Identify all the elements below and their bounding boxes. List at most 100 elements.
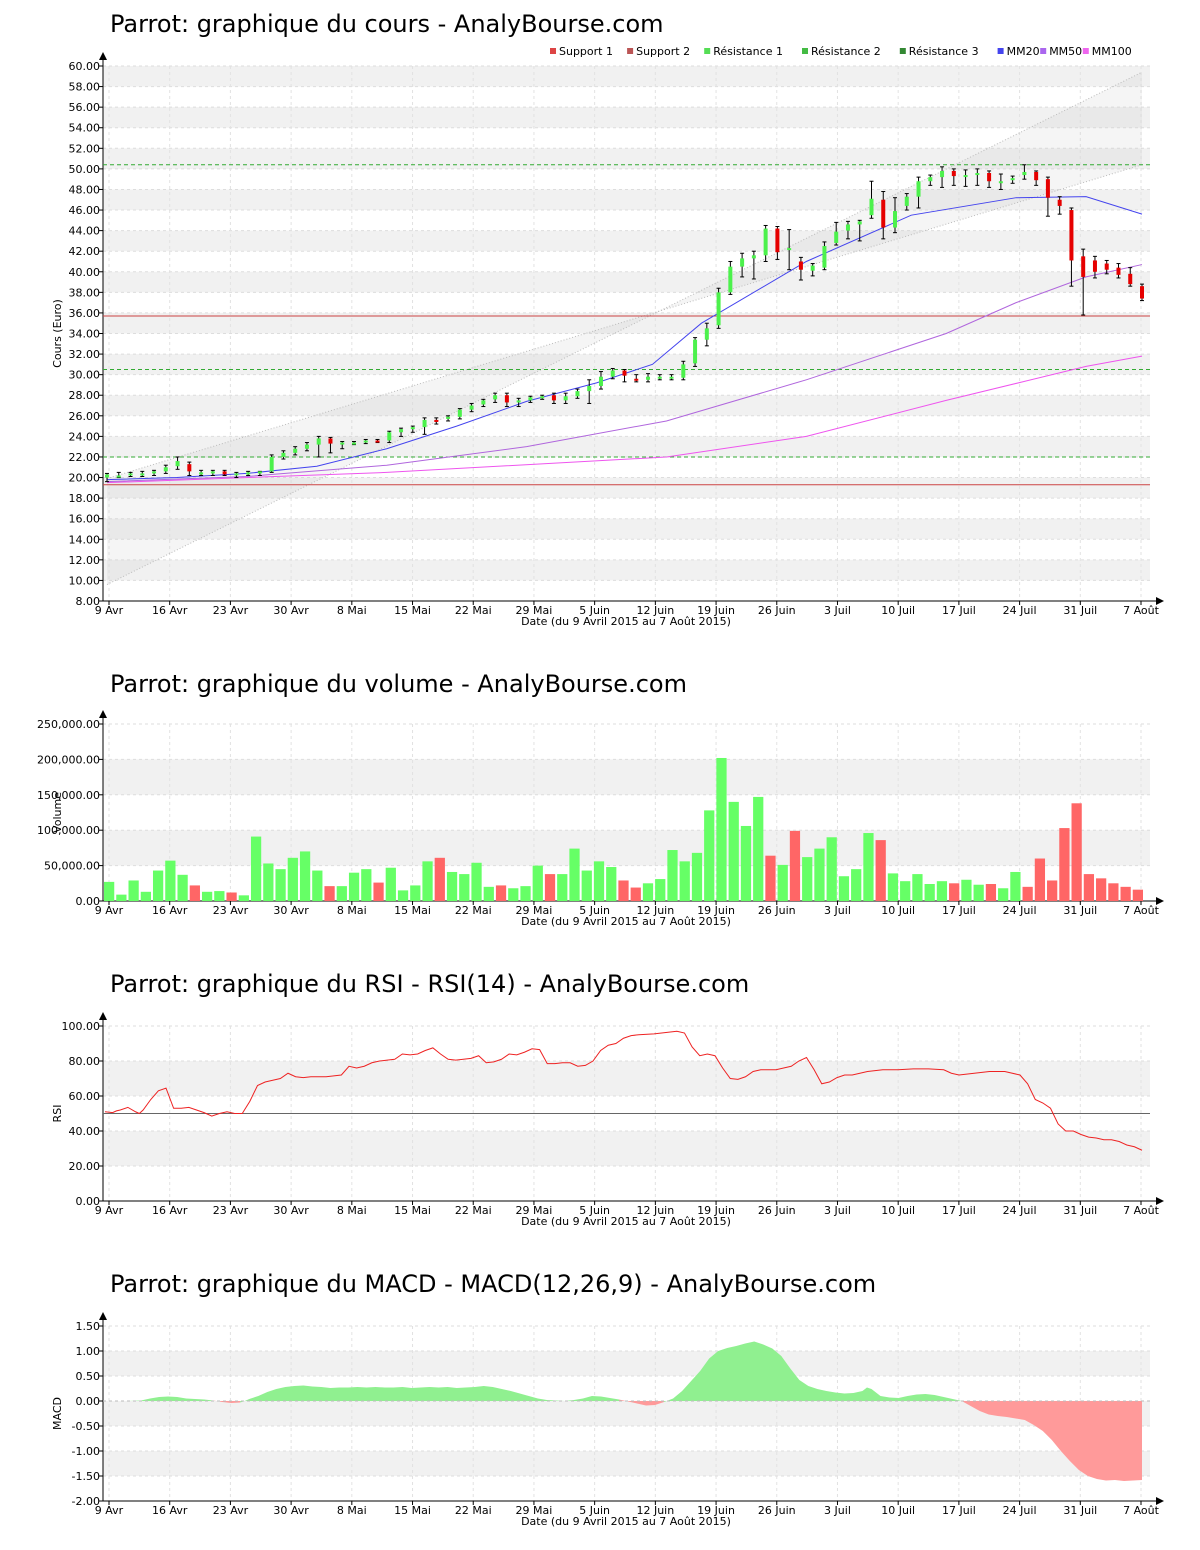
candle-body — [528, 397, 533, 401]
candle-body — [540, 396, 545, 399]
x-tick-label: 23 Avr — [213, 904, 249, 917]
y-tick-label: -1.50 — [72, 1470, 100, 1483]
y-tick-label: 0.00 — [76, 1195, 101, 1208]
y-tick-label: 34.00 — [69, 328, 101, 341]
macd-chart: -2.00 -1.50 -1.00 -0.50 0.00 0.50 1.00 1.50 9 Av… — [51, 1312, 1164, 1528]
y-tick-label: 54.00 — [69, 122, 101, 135]
volume-bar — [789, 830, 801, 901]
x-tick-label: 24 Juil — [1003, 604, 1037, 617]
x-tick-label: 9 Avr — [95, 904, 124, 917]
x-tick-label: 24 Juil — [1003, 904, 1037, 917]
x-tick-label: 12 Juin — [636, 904, 674, 917]
x-tick-label: 26 Juin — [758, 1204, 796, 1217]
y-tick-label: 16.00 — [69, 513, 101, 526]
volume-bar — [483, 886, 494, 901]
volume-bar — [949, 883, 960, 901]
y-tick-label: 20.00 — [69, 472, 101, 485]
x-tick-label: 7 Août — [1123, 1204, 1160, 1217]
volume-bar — [275, 869, 286, 901]
candle-body — [1022, 171, 1027, 176]
volume-bar — [936, 881, 948, 901]
volume-bar — [630, 887, 641, 901]
x-tick-label: 24 Juil — [1003, 1504, 1037, 1517]
macd-chart-title: Parrot: graphique du MACD - MACD(12,26,9… — [110, 1270, 877, 1298]
x-tick-label: 3 Juil — [824, 1504, 851, 1517]
grid-band — [103, 148, 1150, 169]
volume-bar — [1059, 828, 1070, 901]
legend-swatch — [1082, 48, 1089, 54]
x-tick-label: 17 Juil — [942, 904, 976, 917]
y-tick-label: 58.00 — [69, 81, 101, 94]
x-tick-label: 19 Juin — [697, 1204, 735, 1217]
x-axis-arrow — [1156, 597, 1164, 605]
candle-body — [410, 427, 415, 430]
x-tick-label: 22 Mai — [455, 904, 492, 917]
y-tick-label: 38.00 — [69, 286, 101, 299]
volume-bar — [618, 880, 629, 901]
y-tick-label: 48.00 — [69, 183, 101, 196]
candle-body — [481, 400, 486, 405]
volume-bar — [569, 848, 580, 901]
candle-body — [716, 292, 721, 326]
rsi-line — [104, 1030, 1143, 1151]
y-tick-label: 14.00 — [69, 533, 101, 546]
candle-body — [751, 255, 756, 259]
x-axis-caption: Date (du 9 Avril 2015 au 7 Août 2015) — [521, 1515, 731, 1528]
candle-body — [363, 440, 368, 443]
y-axis-label: MACD — [51, 1397, 64, 1430]
volume-bar — [348, 872, 360, 901]
y-tick-label: 8.00 — [76, 595, 101, 608]
y-axis-arrow — [99, 1012, 107, 1020]
candle-body — [199, 472, 204, 475]
macd-area-positive — [105, 1396, 214, 1401]
volume-bar — [1096, 878, 1107, 901]
candle-body — [869, 198, 874, 216]
y-tick-label: 42.00 — [69, 245, 101, 258]
legend-swatch — [899, 48, 906, 54]
grid-band — [103, 189, 1150, 211]
x-tick-label: 10 Juil — [881, 1504, 915, 1517]
legend-label: Support 2 — [636, 45, 690, 58]
y-tick-label: 60.00 — [69, 60, 101, 73]
volume-bar — [826, 837, 837, 901]
x-tick-label: 10 Juil — [881, 904, 915, 917]
candle-body — [893, 211, 898, 228]
volume-bar — [581, 870, 592, 901]
volume-bar — [777, 864, 788, 901]
x-tick-label: 22 Mai — [455, 1504, 492, 1517]
legend-swatch — [704, 48, 711, 54]
volume-bar — [704, 810, 715, 901]
candle-body — [646, 376, 651, 380]
y-tick-label: 0.50 — [76, 1370, 101, 1383]
candle-body — [446, 416, 451, 419]
x-tick-label: 19 Juin — [697, 904, 735, 917]
volume-bar — [606, 867, 617, 901]
volume-bar — [459, 874, 470, 901]
candle-body — [622, 370, 627, 376]
x-tick-label: 3 Juil — [824, 904, 851, 917]
x-tick-label: 5 Juin — [579, 604, 610, 617]
volume-bar — [410, 885, 421, 901]
volume-bar — [238, 895, 249, 901]
x-tick-label: 12 Juin — [636, 604, 674, 617]
y-tick-label: 80.00 — [69, 1055, 101, 1068]
candle-body — [551, 395, 556, 401]
y-tick-label: 250,000.00 — [37, 718, 100, 731]
volume-bar — [1083, 874, 1095, 901]
y-tick-label: 28.00 — [69, 389, 101, 402]
volume-bar — [851, 869, 862, 901]
y-tick-label: 52.00 — [69, 142, 101, 155]
x-tick-label: 30 Avr — [273, 1204, 309, 1217]
rsi-chart: 0.00 20.00 40.00 60.00 80.00 100.00 9 Avr 16 Av… — [51, 1012, 1164, 1228]
volume-bar — [422, 861, 433, 901]
volume-bar — [1010, 871, 1021, 901]
x-tick-label: 3 Juil — [824, 1204, 851, 1217]
candle-body — [787, 248, 792, 251]
x-tick-label: 23 Avr — [213, 1504, 249, 1517]
y-tick-label: 200,000.00 — [37, 753, 100, 766]
volume-bar — [214, 891, 225, 901]
x-tick-label: 29 Mai — [516, 904, 553, 917]
y-tick-label: 36.00 — [69, 307, 101, 320]
candle-body — [775, 228, 780, 253]
volume-bar — [716, 757, 727, 901]
